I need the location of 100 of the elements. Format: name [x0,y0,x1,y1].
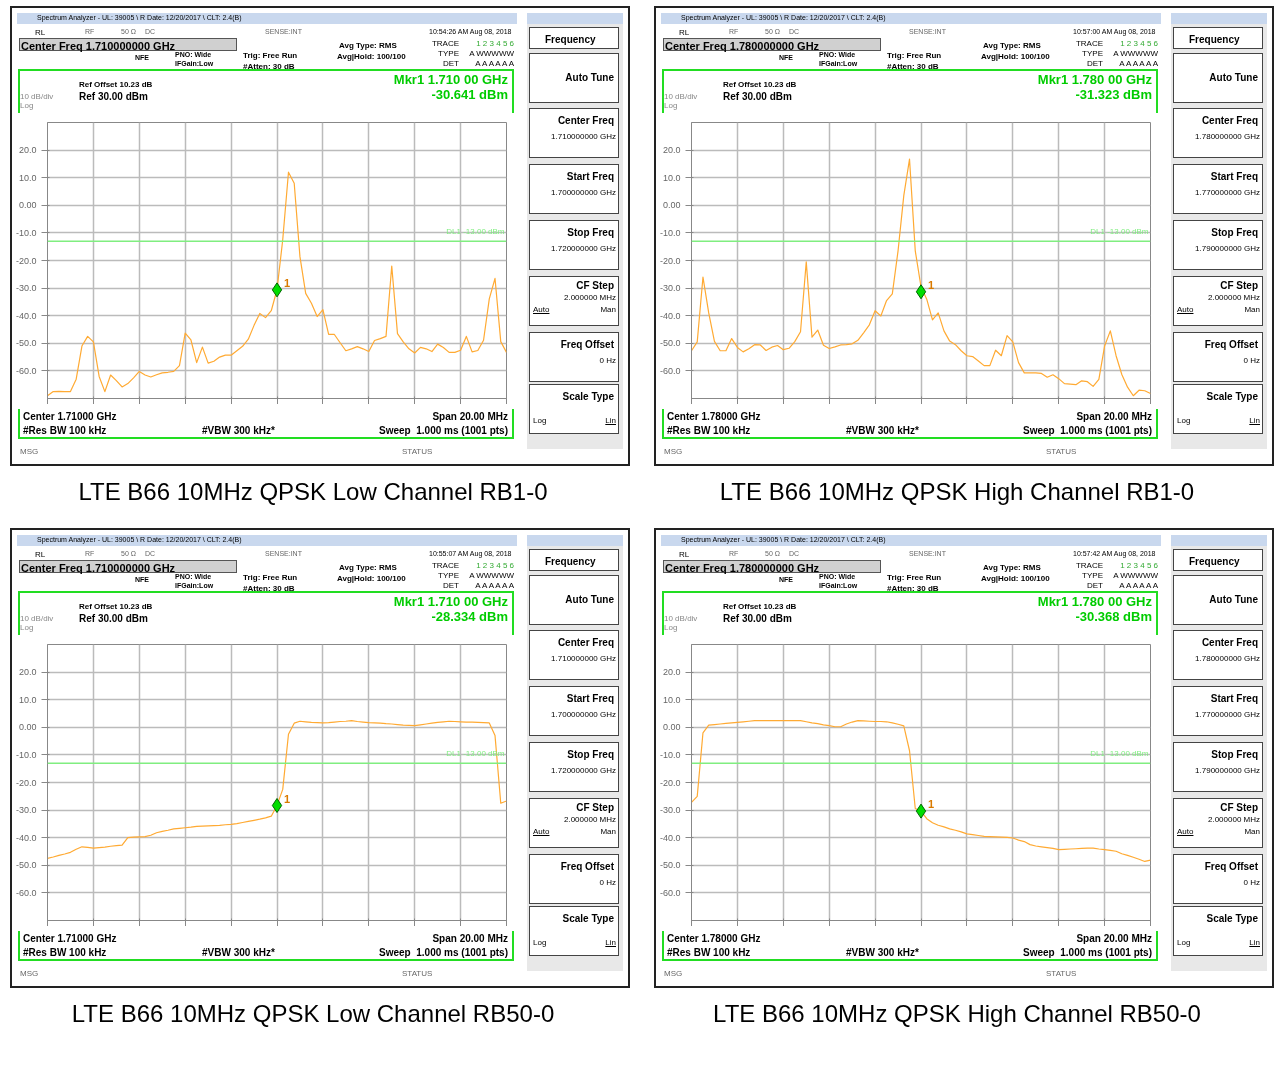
text: STATUS [1046,446,1077,458]
y-tick-label: 10.0 [18,172,37,183]
text: Stop Freq [567,226,614,240]
text: Center Freq 1.780000000 GHz [665,39,820,52]
text: Trig: Free Run [243,572,298,584]
y-tick-label: 0.00 [662,200,681,211]
text: Log [1177,415,1191,427]
y-tick-label: -60.0 [659,365,681,376]
text: RL [679,549,690,561]
text: Scale Type [1206,390,1258,404]
y-tick-label: -10.0 [15,227,37,238]
text: TYPE [1082,570,1103,582]
y-tick-label: -20.0 [659,777,681,788]
ref-line-label: DL1 -13.00 dBm [1090,227,1149,237]
text: A WWWWW [1113,48,1158,60]
text: Center 1.71000 GHz [23,932,117,946]
text: #VBW 300 kHz* [846,946,919,960]
text: 2.000000 MHz [1207,814,1260,826]
text: 1 2 3 4 5 6 [1120,560,1158,572]
text: 10 dB/div [664,613,698,625]
text: #Res BW 100 kHz [23,424,107,438]
text: Avg|Hold: 100/100 [337,51,406,63]
text: Avg Type: RMS [983,40,1041,52]
text: Center Freq [1201,636,1258,650]
y-tick-label: -10.0 [659,749,681,760]
text: 0 Hz [599,877,616,889]
text: Start Freq [566,692,614,706]
text: Scale Type [562,912,614,926]
text: 1.780000000 GHz [1195,131,1260,143]
text: 1.780000000 GHz [1195,653,1260,665]
text: CF Step [576,801,614,815]
text: Start Freq [566,170,614,184]
text: 10 dB/div [20,91,54,103]
text: Ref Offset 10.23 dB [79,601,153,613]
text: Auto [533,304,550,316]
text: Freq Offset [560,860,614,874]
y-tick-label: -30.0 [659,805,681,816]
text: Center 1.71000 GHz [23,410,117,424]
y-tick-label: 10.0 [662,172,681,183]
text: Lin [1249,937,1260,949]
y-tick-label: -30.0 [15,283,37,294]
text: Ref Offset 10.23 dB [79,79,153,91]
text: STATUS [402,968,433,980]
y-tick-label: -20.0 [659,255,681,266]
text: Sweep 1.000 ms (1001 pts) [379,946,508,960]
text: Center Freq [1201,114,1258,128]
text: #Atten: 30 dB [887,61,939,73]
text: LTE B66 10MHz QPSK Low Channel RB1-0 [77,477,549,507]
y-tick-label: 10.0 [662,694,681,705]
text: Stop Freq [567,748,614,762]
y-tick-label: -30.0 [659,283,681,294]
text: Log [533,415,547,427]
text: #Atten: 30 dB [887,583,939,595]
y-tick-label: -50.0 [659,860,681,871]
text: Stop Freq [1211,748,1258,762]
text: Auto [533,826,550,838]
y-tick-label: -20.0 [15,255,37,266]
text: Frequency [545,555,596,569]
text: LTE B66 10MHz QPSK High Channel RB50-0 [712,999,1202,1029]
text: 1.770000000 GHz [1195,709,1260,721]
line-series [47,171,507,397]
text: A A A A A A [1119,58,1158,70]
text: 1.700000000 GHz [551,709,616,721]
text: DET [1087,58,1103,70]
text: Ref 30.00 dBm [723,612,792,626]
text: TYPE [438,48,459,60]
text: -28.334 dBm [431,608,508,626]
text: Center 1.78000 GHz [667,932,761,946]
y-tick-label: -50.0 [15,860,37,871]
text: Avg Type: RMS [983,562,1041,574]
text: #VBW 300 kHz* [846,424,919,438]
text: Sweep 1.000 ms (1001 pts) [1023,946,1152,960]
text: Trig: Free Run [887,50,942,62]
y-tick-label: 20.0 [18,145,37,156]
text: DET [1087,580,1103,592]
text: Auto [1177,826,1194,838]
text: RL [679,27,690,39]
text: Lin [1249,415,1260,427]
text: Span 20.00 MHz [1076,932,1152,946]
text: -31.323 dBm [1075,86,1152,104]
y-tick-label: -60.0 [15,365,37,376]
text: Center 1.78000 GHz [667,410,761,424]
text: -30.641 dBm [431,86,508,104]
text: STATUS [402,446,433,458]
text: DET [443,580,459,592]
text: Auto Tune [565,71,614,85]
text: 1 2 3 4 5 6 [476,38,514,50]
text: 1.790000000 GHz [1195,765,1260,777]
y-tick-label: -50.0 [659,338,681,349]
text: Log [20,100,34,112]
text: Auto Tune [565,593,614,607]
text: Freq Offset [1204,860,1258,874]
text: Log [20,622,34,634]
line-series [691,720,1151,863]
y-tick-label: 20.0 [662,145,681,156]
text: Man [1244,304,1260,316]
text: #Atten: 30 dB [243,61,295,73]
text: MSG [664,968,683,980]
text: Start Freq [1210,692,1258,706]
text: STATUS [1046,968,1077,980]
